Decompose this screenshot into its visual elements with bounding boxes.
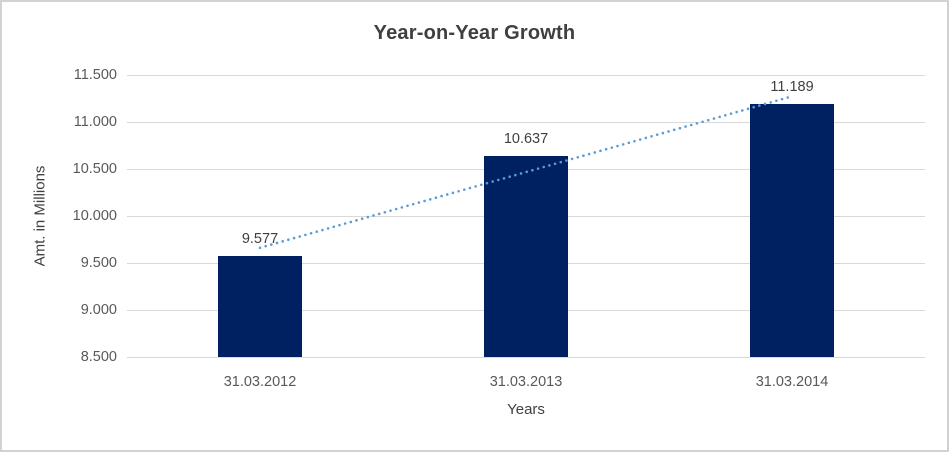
y-tick-label: 9.000 (80, 302, 117, 318)
y-tick-label: 11.500 (73, 67, 117, 83)
trendline-path (258, 94, 794, 250)
x-tick-label: 31.03.2014 (755, 374, 829, 390)
x-axis-title: Years (507, 401, 545, 418)
plot-area: 11.500 11.000 10.500 10.000 9.500 9.000 8.500 9… (73, 67, 925, 390)
gridline (127, 75, 925, 76)
y-tick-label: 8.500 (80, 349, 117, 365)
y-tick-label: 11.000 (73, 114, 117, 130)
gridline (127, 357, 925, 358)
y-tick-label: 10.500 (72, 161, 117, 177)
y-tick-label: 9.500 (80, 255, 117, 271)
bar (484, 156, 568, 357)
data-label: 11.189 (770, 79, 814, 96)
x-tick-label: 31.03.2012 (223, 374, 297, 390)
trendline (258, 94, 794, 250)
bar (750, 104, 834, 357)
bar (218, 255, 302, 357)
y-tick-label: 10.000 (72, 208, 117, 224)
data-label: 10.637 (503, 131, 549, 148)
chart-title: Year-on-Year Growth (373, 22, 576, 44)
data-label: 9.577 (241, 230, 279, 247)
x-tick-label: 31.03.2013 (489, 374, 563, 390)
gridline (127, 122, 925, 123)
